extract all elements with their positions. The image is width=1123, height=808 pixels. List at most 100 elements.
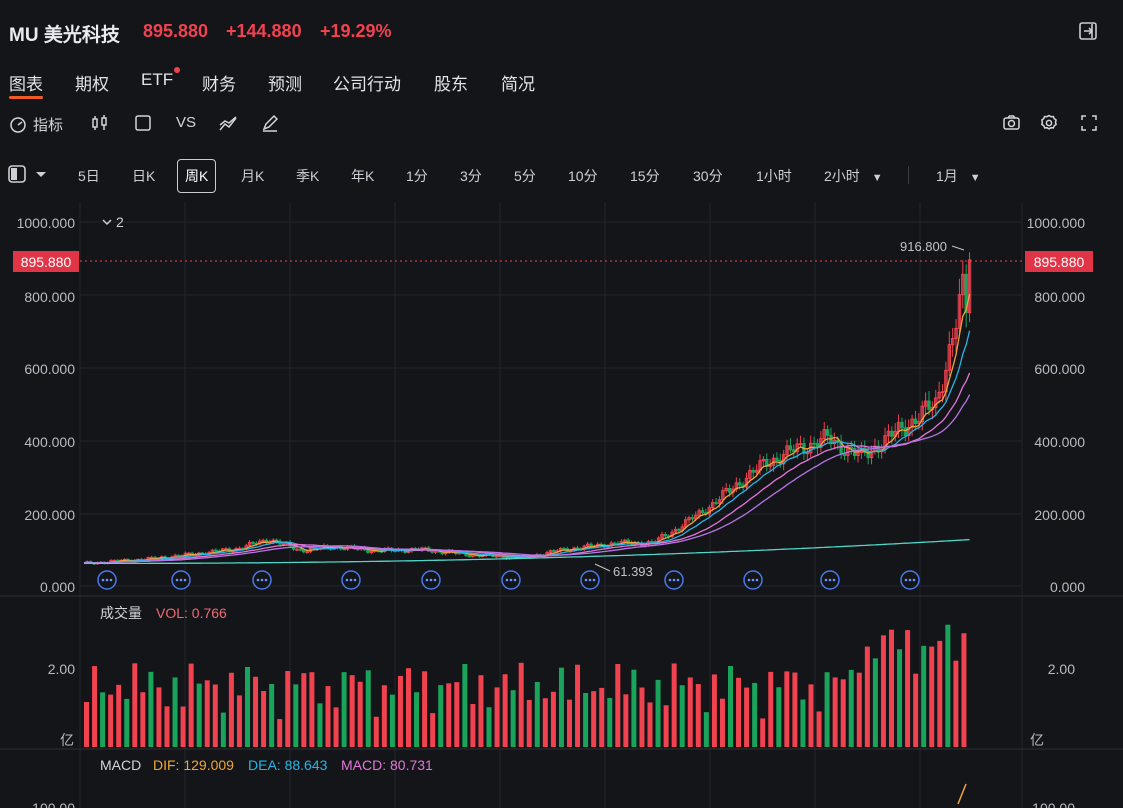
tab-options[interactable]: 期权 <box>75 75 109 94</box>
volume-bar <box>567 699 572 747</box>
panel-layout-icon[interactable] <box>8 164 46 187</box>
tab-etf-label: ETF <box>141 70 174 89</box>
candle-body <box>869 450 874 459</box>
period-yearly[interactable]: 年K <box>351 168 375 184</box>
period-monthly[interactable]: 月K <box>241 168 265 184</box>
volume-bar <box>124 698 130 747</box>
candle-body <box>710 502 715 509</box>
ma-line-10 <box>83 330 971 564</box>
volume-bar <box>269 683 275 747</box>
candle-body <box>281 543 286 546</box>
period-30min[interactable]: 30分 <box>693 168 723 184</box>
candle-body <box>849 446 853 449</box>
candle-body <box>910 418 914 428</box>
period-selector: 5日 日K 周K 月K 季K 年K 1分 3分 5分 10分 15分 30分 1… <box>0 158 1123 193</box>
drawing-pen-icon[interactable] <box>261 114 279 132</box>
compare-button[interactable]: VS <box>176 114 197 131</box>
period-10min[interactable]: 10分 <box>568 168 598 184</box>
period-2hour-dropdown[interactable]: 2小时 ▼ <box>824 166 883 186</box>
y-tick-0-right: 0.000 <box>1050 579 1085 595</box>
period-daily[interactable]: 日K <box>132 168 156 184</box>
period-15min[interactable]: 15分 <box>630 168 660 184</box>
exit-fullscreen-icon[interactable] <box>1078 21 1098 41</box>
volume-bar <box>945 624 951 747</box>
volume-bar <box>736 677 742 747</box>
volume-bar <box>510 690 516 747</box>
tab-profile[interactable]: 简况 <box>501 75 535 94</box>
candle-body <box>623 539 627 543</box>
screenshot-camera-icon[interactable] <box>1002 114 1021 132</box>
volume-bar <box>116 684 122 747</box>
candle-body <box>954 327 958 340</box>
volume-bar <box>228 672 234 747</box>
candle-body <box>920 405 924 423</box>
volume-bar <box>454 682 460 747</box>
volume-bar <box>679 685 685 747</box>
fullscreen-icon[interactable] <box>1080 114 1098 132</box>
macd-tick-right: 100.00 <box>1032 800 1075 808</box>
period-1min[interactable]: 1分 <box>406 168 428 184</box>
event-markers[interactable] <box>97 570 920 590</box>
candlestick-type-icon[interactable] <box>91 114 109 132</box>
candle-body <box>805 452 810 455</box>
volume-bar <box>631 669 637 747</box>
ma-line-250 <box>84 538 970 565</box>
volume-bar <box>406 668 411 747</box>
volume-bar <box>253 676 259 747</box>
period-5d[interactable]: 5日 <box>78 168 100 184</box>
indicator-button[interactable]: 指标 <box>9 114 63 135</box>
macd-dif: DIF: 129.009 <box>153 757 234 773</box>
trend-analysis-icon[interactable] <box>218 114 238 132</box>
volume-bar <box>784 671 790 747</box>
high-annotation: 916.800 <box>900 239 965 254</box>
period-quarterly[interactable]: 季K <box>296 168 320 184</box>
current-price-right: 895.880 <box>1034 254 1085 270</box>
period-3min[interactable]: 3分 <box>460 168 482 184</box>
indicator-group-toggle[interactable]: 2 <box>102 214 124 230</box>
volume-bar <box>84 702 89 747</box>
candle-body <box>612 542 617 545</box>
event-marker-icon <box>580 570 600 590</box>
tab-chart[interactable]: 图表 <box>9 70 43 99</box>
current-price-tag-right: 895.880 <box>1025 251 1093 272</box>
y-tick-0: 0.000 <box>40 579 75 595</box>
volume-bar <box>623 694 629 747</box>
period-weekly[interactable]: 周K <box>177 159 217 193</box>
event-marker-icon <box>820 570 840 590</box>
candle-body <box>856 451 860 457</box>
y-tick-600: 600.000 <box>24 361 75 377</box>
volume-bar <box>325 686 331 747</box>
candle-body <box>913 418 918 425</box>
volume-bar <box>188 663 194 747</box>
ma-line-30 <box>83 394 971 564</box>
tab-etf[interactable]: ETF <box>141 67 181 90</box>
volume-bar <box>897 649 903 747</box>
tab-financials[interactable]: 财务 <box>202 75 236 94</box>
volume-bar <box>430 713 436 747</box>
period-5min[interactable]: 5分 <box>514 168 536 184</box>
period-2hour-label: 2小时 <box>824 168 860 184</box>
period-1hour[interactable]: 1小时 <box>756 168 792 184</box>
volume-bar <box>929 646 935 747</box>
chart-canvas[interactable]: 1000.000 800.000 600.000 400.000 200.000… <box>0 196 1123 808</box>
period-1month-dropdown[interactable]: 1月 ▼ <box>936 166 981 186</box>
volume-bar <box>486 707 492 747</box>
volume-bar <box>333 707 339 747</box>
volume-bar <box>534 681 540 747</box>
detail-tabs: 图表 期权 ETF 财务 预测 公司行动 股东 简况 <box>0 66 1123 104</box>
tab-forecast[interactable]: 预测 <box>268 75 302 94</box>
volume-bar <box>462 664 468 747</box>
tab-shareholders[interactable]: 股东 <box>434 75 468 94</box>
y-tick-600-right: 600.000 <box>1034 361 1085 377</box>
chart-toolbar: 指标 VS <box>0 108 1123 140</box>
event-marker-icon <box>421 570 441 590</box>
stock-chart[interactable]: 1000.000 800.000 600.000 400.000 200.000… <box>0 196 1123 808</box>
event-marker-icon <box>252 570 272 590</box>
event-marker-icon <box>743 570 763 590</box>
candle-body <box>761 458 766 462</box>
settings-gear-icon[interactable] <box>1040 114 1058 132</box>
tab-corporate-actions[interactable]: 公司行动 <box>333 75 401 94</box>
candle-body <box>562 547 566 550</box>
candle-body <box>937 391 941 399</box>
rectangle-tool-icon[interactable] <box>134 114 152 132</box>
